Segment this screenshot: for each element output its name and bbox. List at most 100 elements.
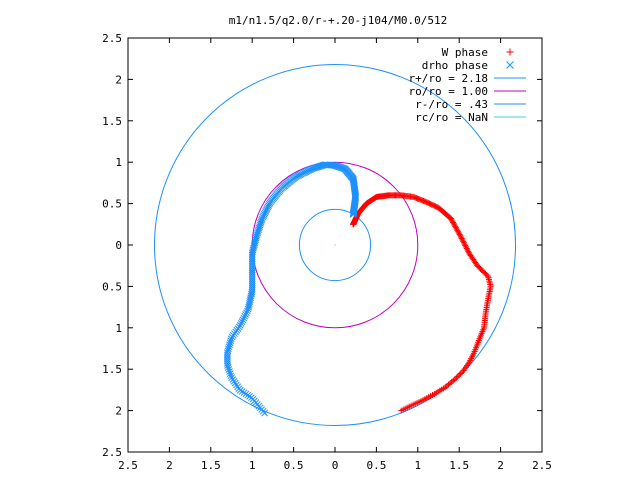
w-phase-point [451,222,458,229]
y-tick-label: 0 [115,239,122,252]
x-tick-label: 2 [166,459,173,472]
y-tick-label: 2.5 [102,446,122,459]
x-tick-label: 1 [414,459,421,472]
w-phase-point [458,234,465,241]
drho-phase-point [318,162,325,170]
y-tick-label: 2 [115,405,122,418]
w-phase-point [456,371,463,378]
w-phase-point [454,373,461,380]
y-tick-label: 2 [115,73,122,86]
drho-phase-point [261,409,268,417]
y-tick-label: 0.5 [102,280,122,293]
drho-phase-point [224,364,232,371]
drho-phase-point [226,368,233,375]
x-tick-label: 1.5 [449,459,469,472]
x-tick-label: 2.5 [118,459,138,472]
w-phase-point [463,244,470,251]
drho-phase-point [244,307,251,315]
center-dot [334,244,336,246]
drho-phase-point [244,305,252,313]
drho-phase-point [313,163,321,171]
reference-circle [298,208,372,282]
w-phase-point [460,238,467,245]
w-phase-point [461,241,468,248]
drho-phase-point [315,163,323,170]
w-phase-point [460,239,467,246]
w-phase-point [398,407,405,414]
w-phase-point [449,218,456,225]
drho-phase-point [226,370,234,377]
w-phase-point [453,226,460,233]
y-tick-label: 1.5 [102,363,122,376]
drho-phase-point [227,372,235,380]
legend-label: ro/ro = 1.00 [409,85,488,98]
drho-phase-point [245,303,252,311]
drho-phase-point [242,311,249,318]
drho-phase-point [317,162,324,170]
reference-circle [153,63,517,427]
legend-label: rc/ro = NaN [415,111,488,124]
drho-phase-point [506,61,514,69]
drho-phase-point [241,312,249,320]
drho-phase-point [243,309,250,317]
w-phase-point [456,231,463,238]
w-phase-point [452,224,459,231]
w-phase-point [459,236,466,243]
drho-phase-point [227,335,235,343]
w-phase-point [506,48,514,56]
axis-ticks: 2.5 2 1.5 1 0.5 0 0.5 1 1.5 2 2.52.521.510.500.511… [102,32,552,472]
w-phase-point [463,245,470,252]
drho-phase-point [224,362,231,369]
drho-phase-point [237,320,245,327]
w-phase-point [450,220,457,227]
y-tick-label: 2.5 [102,32,122,45]
drho-phase-point [314,163,322,171]
drho-phase-point [225,345,232,353]
w-phase-point [450,219,457,226]
y-tick-label: 1.5 [102,115,122,128]
drho-phase-point [226,341,233,349]
w-phase-point [447,215,454,222]
x-tick-label: 0 [332,459,339,472]
x-tick-label: 1 [249,459,256,472]
w-phase-point [455,228,462,235]
x-tick-label: 2 [497,459,504,472]
w-phase-point [462,242,469,249]
w-phase-point [457,370,464,377]
x-tick-label: 0.5 [366,459,386,472]
x-tick-label: 1.5 [201,459,221,472]
drho-phase-point [227,337,235,345]
w-phase-point [458,235,465,242]
reference-circles [153,63,517,427]
legend-label: r+/ro = 2.18 [409,72,488,85]
drho-phase-point [239,316,247,324]
x-tick-label: 2.5 [532,459,552,472]
drho-phase-point [240,314,248,322]
drho-phase-point [312,164,319,171]
w-phase-point [464,246,471,253]
legend-label: drho phase [422,59,488,72]
w-phase-point [453,374,460,381]
legend-label: r-/ro = .43 [415,98,488,111]
w-phase-point [448,216,455,223]
drho-phase-point [226,339,234,347]
w-phase-point [460,367,467,374]
chart-title: m1/n1.5/q2.0/r-+.20-j104/M0.0/512 [229,14,448,27]
drho-phase-point [225,343,233,351]
y-tick-label: 0.5 [102,198,122,211]
drho-phase-point [225,366,233,373]
w-phase-point [454,227,461,234]
w-phase-point [455,230,462,237]
y-tick-label: 1 [115,322,122,335]
w-phase-point [457,232,464,239]
legend-label: W phase [442,46,488,59]
drho-phase-point [311,164,318,172]
x-tick-label: 0.5 [284,459,304,472]
w-phase-point [459,369,466,376]
drho-phase-point [228,333,236,341]
w-phase-point [452,223,459,230]
drho-phase-point [238,318,246,325]
data-series [224,161,494,417]
